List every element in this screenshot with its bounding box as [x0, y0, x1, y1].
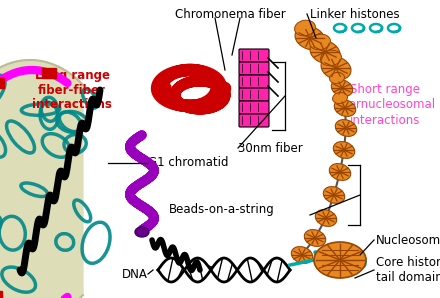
Ellipse shape	[291, 246, 313, 263]
Ellipse shape	[331, 80, 353, 97]
Text: 30nm fiber: 30nm fiber	[238, 142, 303, 154]
FancyBboxPatch shape	[239, 75, 269, 88]
Text: Core histone
tail domain: Core histone tail domain	[376, 256, 440, 284]
Ellipse shape	[323, 187, 345, 204]
Ellipse shape	[333, 92, 348, 104]
Ellipse shape	[330, 72, 345, 83]
Polygon shape	[0, 60, 83, 298]
FancyBboxPatch shape	[239, 88, 269, 101]
Text: G1 chromatid: G1 chromatid	[148, 156, 228, 170]
Ellipse shape	[135, 227, 149, 237]
Ellipse shape	[294, 20, 315, 36]
Text: Short range
internucleosomal
interactions: Short range internucleosomal interaction…	[334, 83, 436, 126]
Ellipse shape	[295, 26, 325, 50]
Ellipse shape	[335, 119, 357, 136]
Ellipse shape	[310, 40, 340, 64]
Text: Beads-on-a-string: Beads-on-a-string	[169, 204, 275, 217]
Text: DNA: DNA	[122, 268, 148, 280]
Ellipse shape	[334, 100, 356, 117]
Bar	[0, 77, 4, 88]
Text: Chromonema fiber: Chromonema fiber	[175, 8, 286, 21]
Ellipse shape	[310, 34, 330, 50]
FancyBboxPatch shape	[239, 62, 269, 75]
Text: Nucleosome: Nucleosome	[376, 234, 440, 246]
Ellipse shape	[321, 56, 351, 80]
Ellipse shape	[334, 142, 355, 159]
FancyBboxPatch shape	[239, 101, 269, 114]
Ellipse shape	[315, 209, 337, 226]
FancyBboxPatch shape	[239, 49, 269, 62]
FancyBboxPatch shape	[239, 114, 269, 127]
Bar	[42, 68, 56, 78]
Ellipse shape	[304, 229, 326, 246]
Ellipse shape	[314, 242, 366, 278]
Ellipse shape	[321, 50, 341, 66]
Text: Long range
fiber-fiber
interactions: Long range fiber-fiber interactions	[32, 69, 112, 111]
Ellipse shape	[329, 164, 351, 180]
Bar	[0, 291, 3, 298]
Text: Linker histones: Linker histones	[310, 8, 400, 21]
